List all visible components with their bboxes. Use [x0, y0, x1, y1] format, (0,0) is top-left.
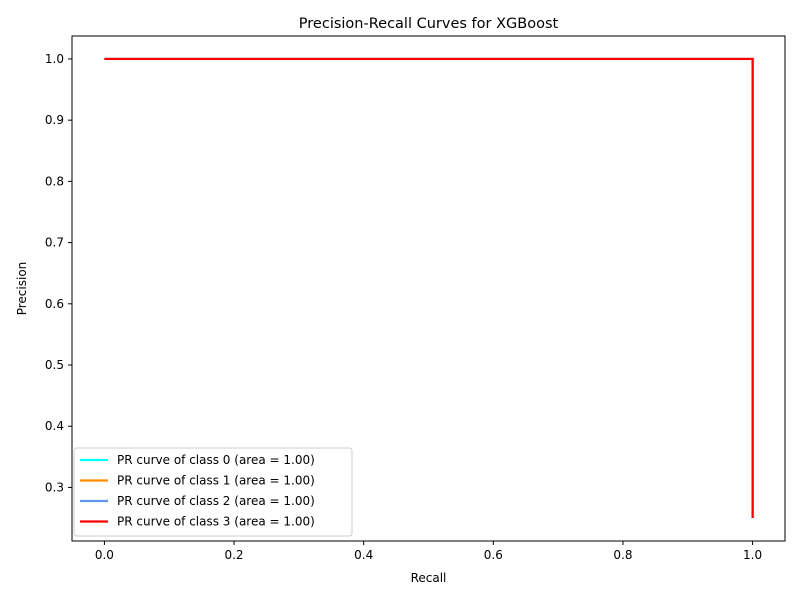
x-tick-label: 1.0 — [743, 548, 762, 562]
x-tick-label: 0.0 — [95, 548, 114, 562]
y-tick-label: 0.5 — [45, 358, 64, 372]
x-tick-label: 0.6 — [484, 548, 503, 562]
plot-area — [71, 35, 786, 542]
x-tick-label: 0.2 — [224, 548, 243, 562]
y-tick-label: 0.7 — [45, 236, 64, 250]
legend: PR curve of class 0 (area = 1.00) PR curv… — [73, 447, 353, 537]
y-tick-label: 0.9 — [45, 113, 64, 127]
x-axis-ticks: 0.0 0.2 0.4 0.6 0.8 1.0 — [95, 541, 762, 562]
y-axis-label: Precision — [15, 262, 29, 316]
legend-entry-class-2: PR curve of class 2 (area = 1.00) — [117, 494, 315, 508]
y-tick-label: 0.3 — [45, 480, 64, 494]
legend-box — [73, 447, 353, 537]
y-tick-label: 0.4 — [45, 419, 64, 433]
legend-entry-class-1: PR curve of class 1 (area = 1.00) — [117, 474, 315, 488]
series-layer — [104, 57, 754, 519]
y-tick-label: 0.8 — [45, 174, 64, 188]
y-tick-label: 1.0 — [45, 52, 64, 66]
legend-entry-class-0: PR curve of class 0 (area = 1.00) — [117, 453, 315, 467]
y-axis-ticks: 0.3 0.4 0.5 0.6 0.7 0.8 0.9 1.0 — [45, 52, 72, 494]
plot-frame — [71, 35, 786, 542]
x-tick-label: 0.4 — [354, 548, 373, 562]
x-axis-label: Recall — [411, 571, 447, 585]
series-line-class-3 — [104, 57, 754, 519]
x-tick-label: 0.8 — [613, 548, 632, 562]
chart-title: Precision-Recall Curves for XGBoost — [299, 16, 559, 32]
legend-entry-class-3: PR curve of class 3 (area = 1.00) — [117, 515, 315, 529]
y-tick-label: 0.6 — [45, 297, 64, 311]
